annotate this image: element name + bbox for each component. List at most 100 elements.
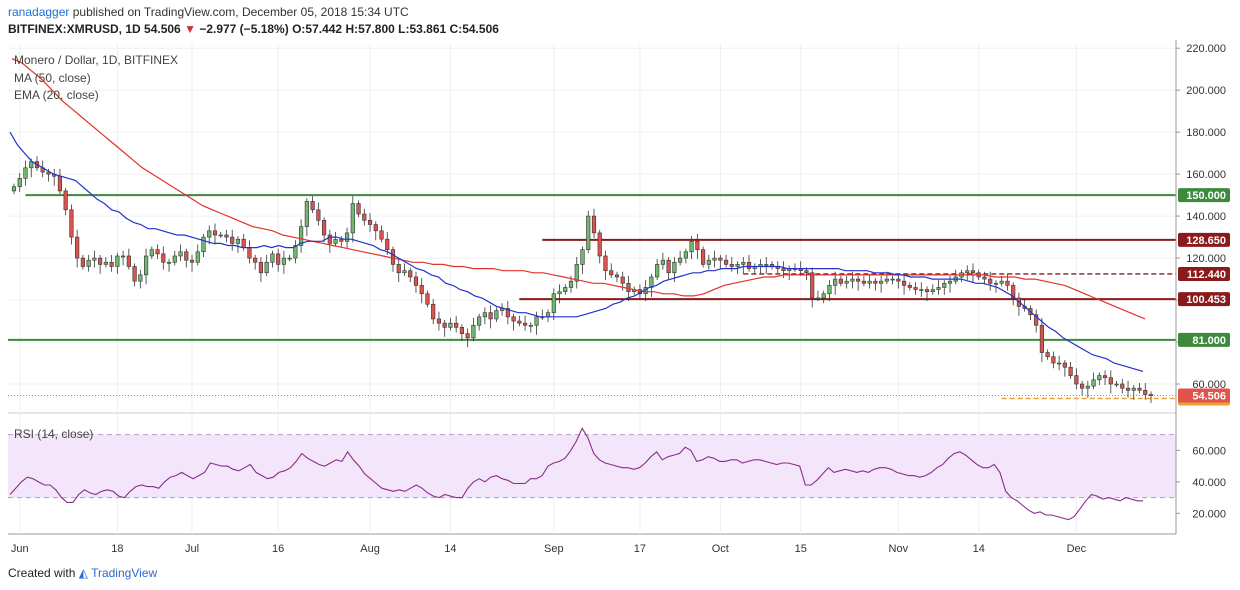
candle-up: [299, 226, 304, 246]
candle-down: [505, 308, 510, 318]
candle-down: [224, 234, 229, 238]
candle-down: [1074, 375, 1079, 385]
candle-down: [413, 276, 419, 286]
price-tick-label: 220.000: [1186, 43, 1226, 55]
price-tick-label: 160.000: [1186, 169, 1226, 181]
candle-up: [867, 280, 872, 284]
candle-up: [993, 282, 999, 285]
candle-up: [557, 291, 562, 295]
candle-down: [425, 293, 430, 305]
candle-up: [528, 324, 533, 327]
candle-down: [746, 261, 752, 269]
candle-down: [620, 276, 625, 284]
candle-up: [833, 278, 838, 286]
close-value: C:54.506: [449, 22, 499, 36]
time-tick-label: 18: [111, 543, 123, 555]
rsi-tick-label: 60.000: [1192, 445, 1226, 457]
candle-up: [965, 270, 970, 274]
candle-up: [678, 257, 683, 263]
candle-up: [207, 230, 212, 238]
candle-down: [729, 264, 734, 267]
candle-down: [488, 312, 493, 320]
candle-down: [982, 276, 987, 280]
candle-down: [390, 249, 396, 265]
last-price-tag: [1178, 388, 1230, 403]
symbol-label: BITFINEX:XMRUSD, 1D: [8, 22, 141, 36]
candle-down: [241, 238, 246, 248]
candle-down: [1062, 362, 1067, 368]
candle-up: [494, 310, 499, 320]
candle-down: [810, 272, 815, 299]
candle-down: [189, 259, 195, 263]
candle-down: [591, 215, 597, 234]
time-tick-label: Nov: [889, 543, 909, 555]
candle-down: [701, 249, 706, 265]
level-tag: [1178, 292, 1230, 307]
candle-up: [270, 253, 275, 263]
candle-down: [924, 289, 930, 292]
candle-up: [482, 312, 487, 318]
candle-down: [1034, 314, 1039, 326]
horizontal-levels: [8, 194, 1176, 499]
candle-down: [46, 171, 51, 175]
candle-down: [155, 249, 160, 255]
time-tick-label: 17: [634, 543, 646, 555]
candle-up: [947, 280, 953, 284]
candle-up: [706, 259, 711, 265]
time-tick-label: Aug: [360, 543, 380, 555]
candle-down: [603, 255, 608, 271]
candle-up: [930, 289, 935, 292]
candle-down: [873, 280, 878, 284]
candle-up: [86, 259, 91, 267]
candle-down: [396, 264, 401, 274]
candle-down: [454, 322, 459, 328]
candle-up: [218, 234, 223, 237]
candle-down: [459, 327, 464, 334]
candle-down: [356, 203, 361, 215]
candle-up: [563, 287, 568, 292]
candle-down: [362, 213, 367, 221]
candle-down: [695, 240, 700, 250]
candle-up: [477, 316, 482, 326]
candle-down: [253, 257, 258, 263]
candle-down: [511, 316, 516, 322]
candle-down: [431, 303, 436, 320]
price-chart[interactable]: 60.00080.000100.000120.000140.000160.000…: [0, 40, 1240, 560]
candle-up: [1091, 379, 1096, 387]
candle-up: [850, 278, 855, 282]
time-tick-label: 14: [444, 543, 456, 555]
candle-up: [942, 282, 947, 288]
candle-up: [23, 167, 28, 179]
candle-up: [17, 178, 22, 188]
rsi-legend: RSI (14, close): [14, 427, 93, 441]
candle-up: [649, 276, 654, 288]
rsi-axis: 20.000 40.000 60.000: [1176, 445, 1226, 520]
candle-up: [264, 261, 269, 274]
candle-up: [1097, 375, 1102, 381]
candle-up: [936, 287, 941, 290]
candle-down: [442, 322, 447, 328]
candle-up: [741, 261, 746, 265]
candle-down: [126, 255, 131, 267]
candle-up: [683, 251, 688, 259]
candle-down: [597, 232, 602, 257]
candle-down: [1148, 394, 1154, 396]
candle-up: [568, 280, 574, 288]
candle-up: [890, 278, 895, 281]
price-tick-label: 200.000: [1186, 85, 1226, 97]
created-with-text: Created with: [8, 566, 76, 580]
ma-legend: MA (50, close): [14, 71, 91, 85]
last-price: 54.506: [144, 22, 181, 36]
candle-up: [11, 186, 17, 192]
author-link[interactable]: ranadagger: [8, 5, 70, 19]
candle-up: [172, 255, 177, 263]
candle-down: [614, 274, 620, 278]
candle-up: [534, 316, 539, 326]
candle-up: [344, 232, 350, 242]
time-tick-label: Sep: [544, 543, 564, 555]
tradingview-link[interactable]: TradingView: [91, 566, 158, 580]
chart-title: Monero / Dollar, 1D, BITFINEX: [14, 53, 178, 67]
candle-down: [69, 209, 74, 238]
candle-up: [712, 257, 717, 261]
candle-down: [626, 282, 631, 292]
